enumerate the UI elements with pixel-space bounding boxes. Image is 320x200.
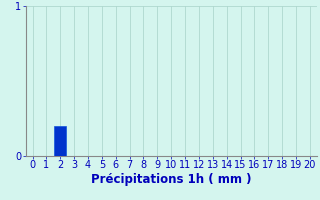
Bar xyxy=(54,126,66,156)
X-axis label: Précipitations 1h ( mm ): Précipitations 1h ( mm ) xyxy=(91,173,252,186)
